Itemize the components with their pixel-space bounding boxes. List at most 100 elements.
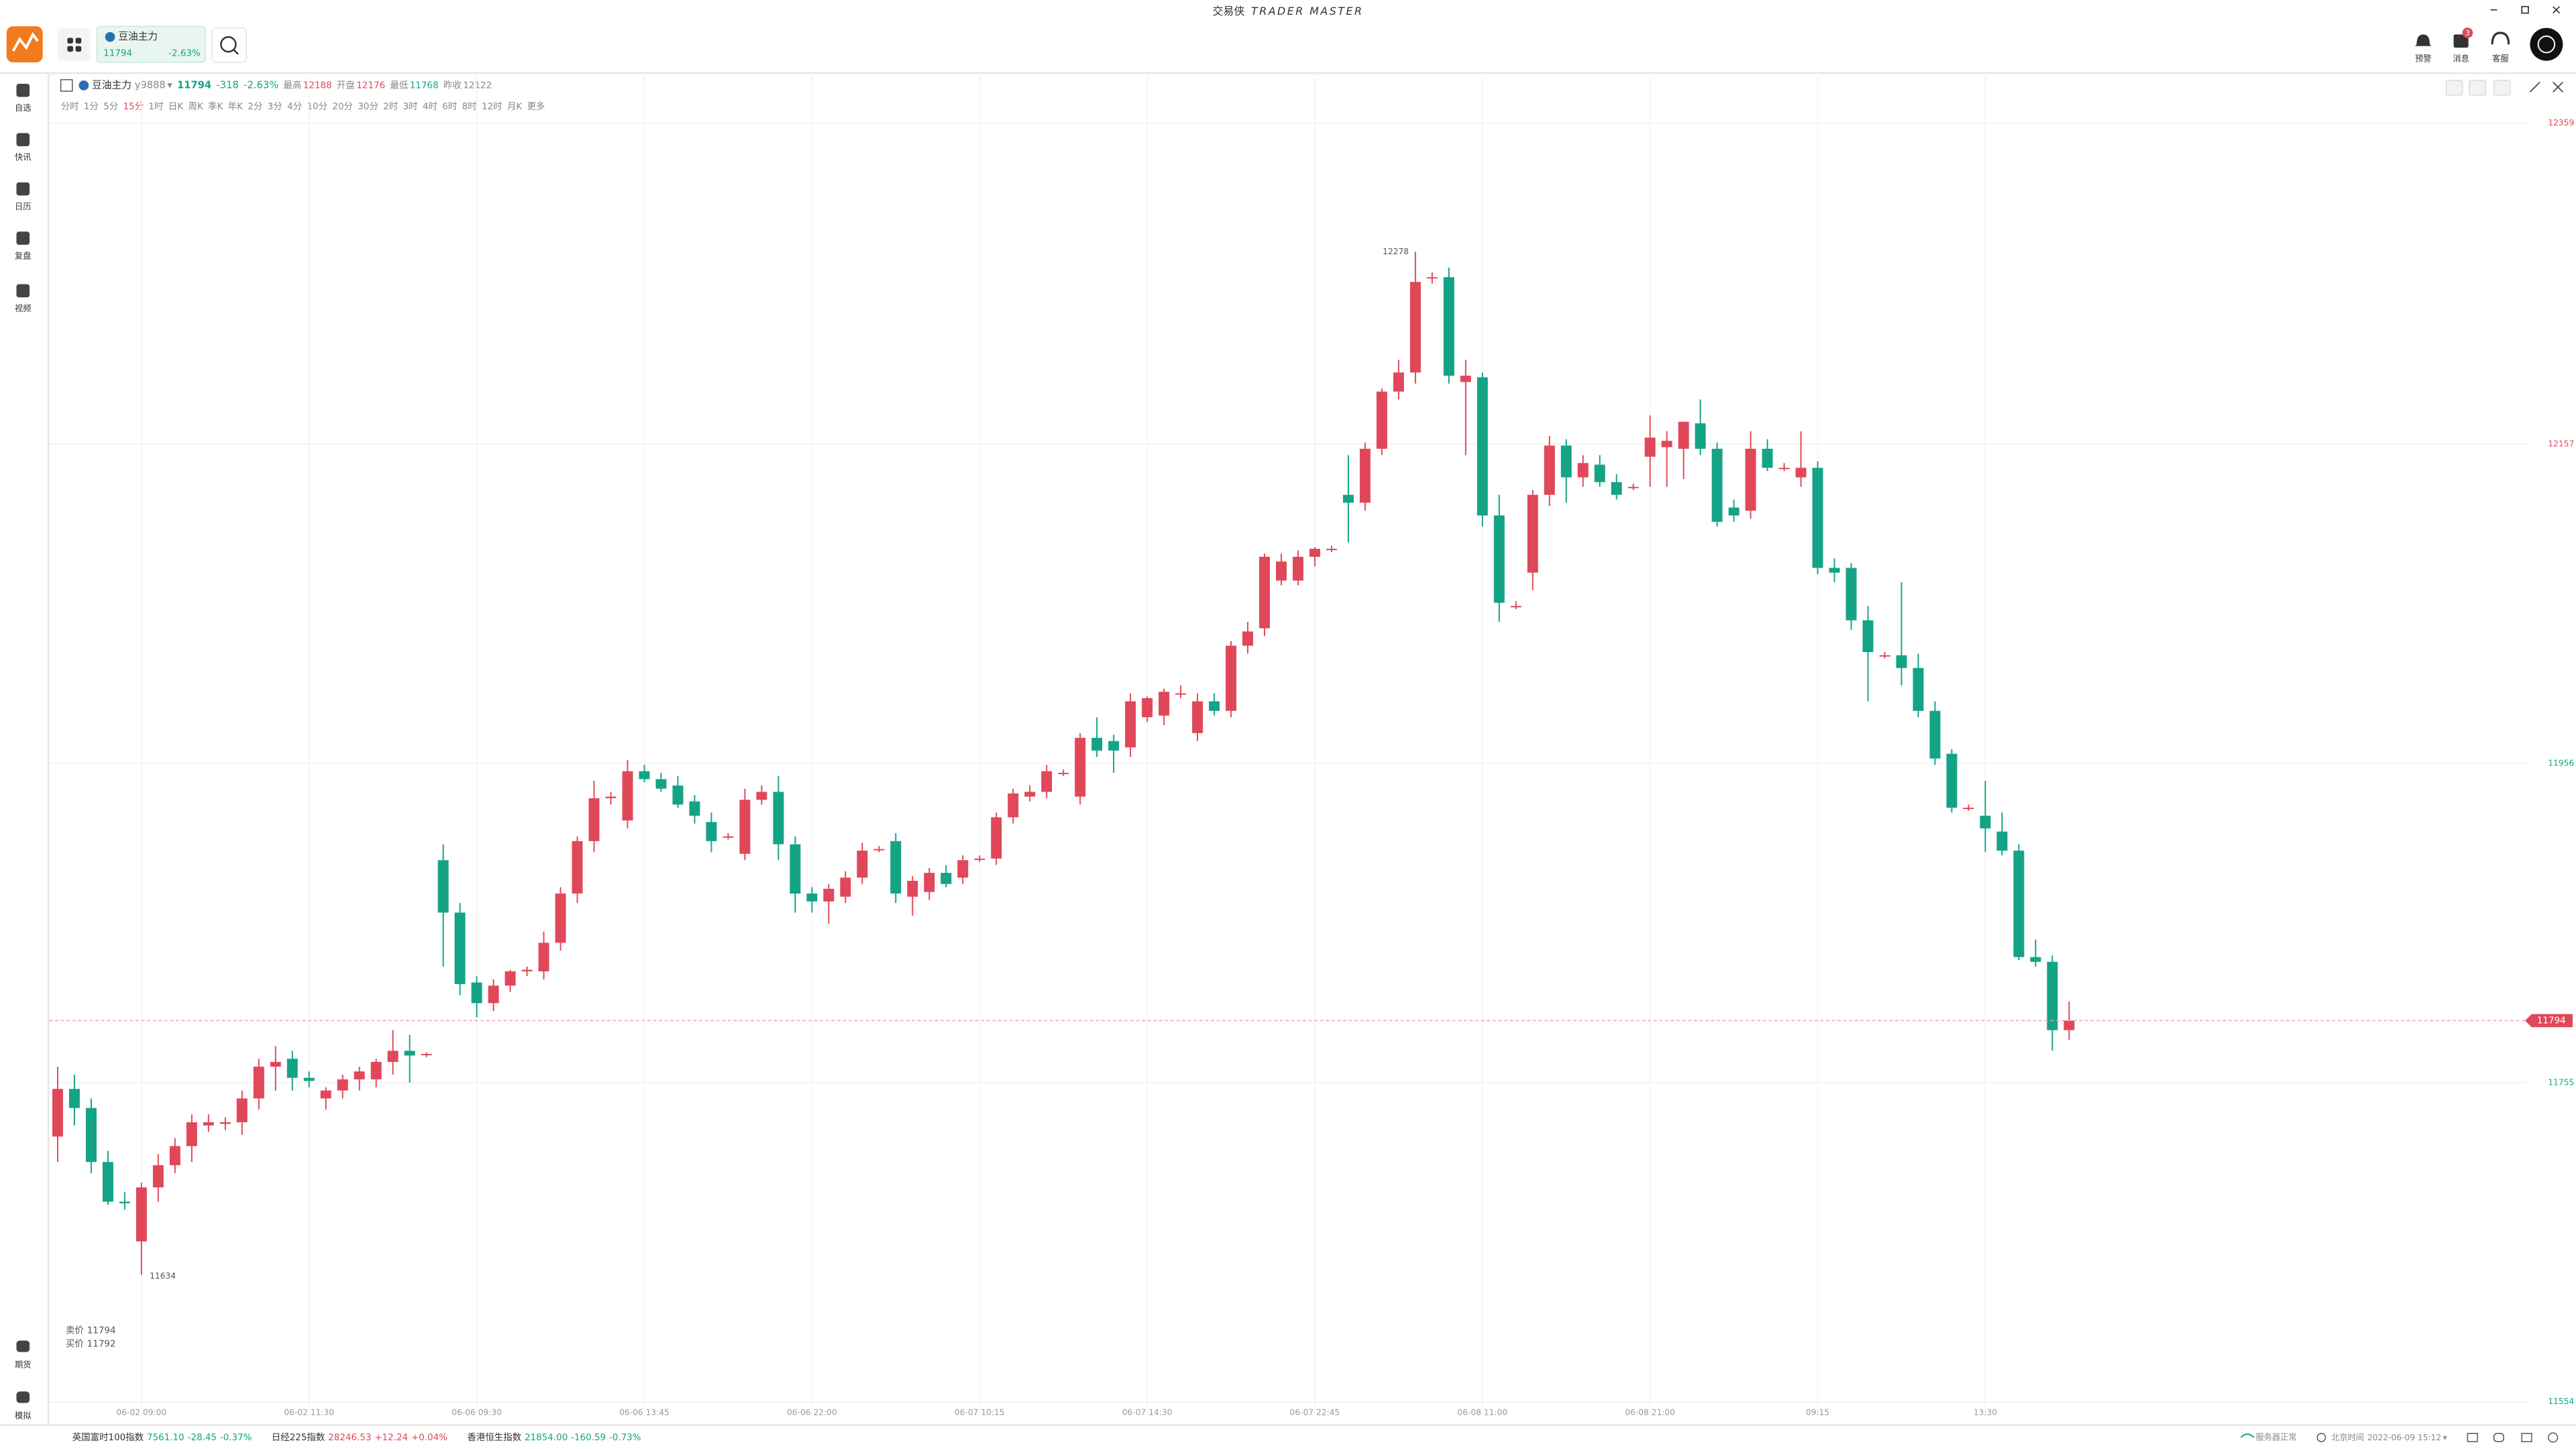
candle-body xyxy=(722,836,734,838)
symbol-tab[interactable] xyxy=(96,25,206,63)
candle-body xyxy=(907,881,918,897)
candle-body xyxy=(756,792,767,800)
candle-body xyxy=(1443,277,1454,376)
open-label: 开盘 xyxy=(337,79,355,91)
y-tick-label: 11554 xyxy=(2548,1397,2574,1406)
period-option[interactable]: 15分 xyxy=(123,101,144,112)
x-tick-label: 09:15 xyxy=(1806,1408,1829,1417)
period-option[interactable]: 4时 xyxy=(423,101,437,112)
sidebar-label: 期货 xyxy=(15,1360,31,1370)
open-value: 12176 xyxy=(356,80,385,91)
chart-tools[interactable] xyxy=(2446,80,2511,96)
window-controls[interactable] xyxy=(2490,5,2561,14)
candle-body xyxy=(1627,486,1639,488)
period-option[interactable]: 1分 xyxy=(84,101,99,112)
period-option[interactable]: 12时 xyxy=(482,101,502,112)
candle-body xyxy=(2030,957,2041,962)
dropdown[interactable]: ▾ xyxy=(167,79,172,91)
sidebar-icon[interactable] xyxy=(16,1391,30,1403)
candle-body xyxy=(1745,448,1756,511)
sidebar-icon[interactable] xyxy=(16,133,30,146)
candle-body xyxy=(1226,645,1237,711)
alert-icon[interactable] xyxy=(2415,34,2432,46)
period-option[interactable]: 3分 xyxy=(268,101,282,112)
candle-body xyxy=(1493,515,1505,603)
bid-ask-label: 卖价 xyxy=(66,1326,84,1336)
chart-window-buttons[interactable] xyxy=(2529,81,2564,93)
candle-body xyxy=(102,1162,113,1202)
period-option[interactable]: 2分 xyxy=(248,101,262,112)
candle-body xyxy=(1527,494,1538,573)
period-option[interactable]: 3时 xyxy=(403,101,418,112)
ticker-name: 香港恒生指数 xyxy=(467,1432,521,1443)
candle-body xyxy=(1192,701,1203,733)
y-tick-label: 12157 xyxy=(2548,439,2574,448)
period-option[interactable]: 月K xyxy=(507,102,523,112)
period-option[interactable]: 更多 xyxy=(527,101,545,112)
period-option[interactable]: 5分 xyxy=(103,101,118,112)
low-annotation: 11634 xyxy=(150,1271,176,1281)
period-option[interactable]: 分时 xyxy=(61,101,79,112)
logo-mark xyxy=(11,32,39,52)
period-option[interactable]: 年K xyxy=(228,101,244,112)
sidebar-icon[interactable] xyxy=(16,182,30,196)
sidebar-label: 自选 xyxy=(15,103,31,113)
candle-body xyxy=(790,844,801,894)
y-tick-label: 11755 xyxy=(2548,1077,2574,1087)
x-tick-label: 13:30 xyxy=(1974,1408,1997,1417)
candle-body xyxy=(1259,556,1271,629)
sidebar-icon[interactable] xyxy=(16,1340,30,1352)
x-tick-label: 06-07 22:45 xyxy=(1290,1408,1340,1417)
search-button[interactable] xyxy=(211,28,247,63)
tab-name: 豆油主力 xyxy=(118,31,158,42)
candle-body xyxy=(1896,655,1907,668)
x-tick-label: 06-07 10:15 xyxy=(955,1408,1005,1417)
period-option[interactable]: 10分 xyxy=(307,101,327,112)
message-icon[interactable] xyxy=(2453,34,2469,48)
period-option[interactable]: 2时 xyxy=(383,101,398,112)
period-option[interactable]: 1时 xyxy=(149,101,164,112)
candle-body xyxy=(52,1089,63,1137)
candle-body xyxy=(890,841,902,894)
period-option[interactable]: 30分 xyxy=(358,101,378,112)
x-tick-label: 06-02 11:30 xyxy=(284,1408,334,1417)
bid-ask: 买价 11792 xyxy=(66,1338,116,1349)
period-option[interactable]: 周K xyxy=(189,102,204,112)
candle-body xyxy=(1326,549,1337,551)
x-tick-label: 06-08 21:00 xyxy=(1625,1408,1675,1417)
candle-body xyxy=(1125,701,1136,748)
period-option[interactable]: 6时 xyxy=(442,101,457,112)
period-option[interactable]: 8时 xyxy=(462,101,477,112)
sidebar-icon[interactable] xyxy=(16,231,30,245)
candle-body xyxy=(1460,376,1471,382)
sidebar-icon[interactable] xyxy=(16,83,30,97)
candle-body xyxy=(169,1146,180,1165)
quote-icon xyxy=(60,79,73,92)
period-option[interactable]: 20分 xyxy=(332,101,353,112)
apps-button[interactable] xyxy=(57,28,91,61)
status-buttons[interactable] xyxy=(2467,1432,2559,1443)
candle-body xyxy=(1577,463,1589,478)
candle-body xyxy=(203,1122,214,1126)
candle-body xyxy=(1209,701,1220,711)
badge xyxy=(2462,28,2473,38)
avatar[interactable] xyxy=(2530,28,2563,61)
service-icon[interactable] xyxy=(2491,32,2510,45)
period-option[interactable]: 季K xyxy=(208,101,223,112)
candle-body xyxy=(1862,620,1874,653)
candle-body xyxy=(421,1054,432,1056)
dropdown[interactable]: ▾ xyxy=(2443,1432,2448,1442)
sidebar-icon[interactable] xyxy=(16,284,30,298)
candle-body xyxy=(1159,692,1170,716)
period-option[interactable]: 日K xyxy=(168,102,184,112)
candle-body xyxy=(873,849,885,851)
candle-body xyxy=(354,1071,365,1080)
sidebar-label: 视频 xyxy=(15,303,31,313)
badge-count: 3 xyxy=(2465,29,2470,38)
period-option[interactable]: 4分 xyxy=(287,101,302,112)
ticker-change: +12.24 xyxy=(374,1433,408,1443)
candle-body xyxy=(1426,277,1438,279)
wifi-icon xyxy=(2240,1433,2255,1438)
candle-body xyxy=(555,893,566,943)
